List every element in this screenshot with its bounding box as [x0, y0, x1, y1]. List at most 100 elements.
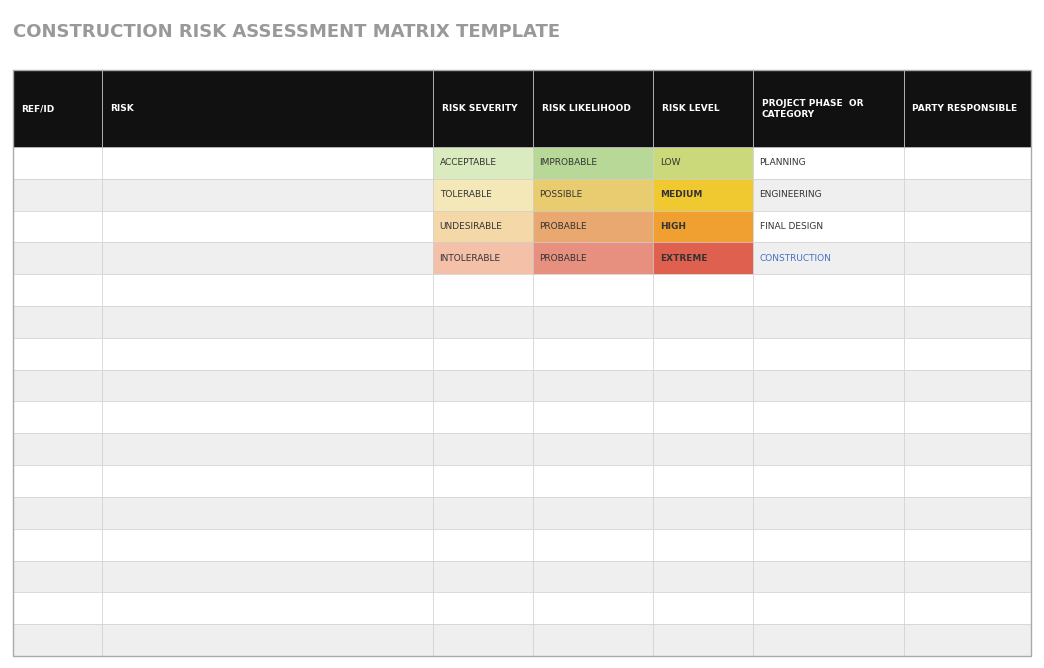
Bar	[533, 369, 654, 401]
Bar	[13, 210, 102, 242]
Bar	[13, 306, 102, 338]
Bar	[904, 465, 1031, 497]
Bar	[433, 624, 533, 656]
Bar	[654, 179, 754, 210]
Bar	[13, 497, 102, 529]
Bar	[433, 338, 533, 369]
Bar	[904, 147, 1031, 179]
Bar	[533, 401, 654, 434]
Bar	[754, 147, 904, 179]
Bar	[754, 401, 904, 434]
Bar	[754, 593, 904, 624]
Bar	[102, 369, 433, 401]
Bar	[533, 497, 654, 529]
Bar	[904, 593, 1031, 624]
Bar	[533, 465, 654, 497]
Bar	[533, 210, 654, 242]
Bar	[754, 434, 904, 465]
Bar	[904, 560, 1031, 593]
Bar	[654, 369, 754, 401]
Bar	[533, 70, 654, 147]
Text: POSSIBLE: POSSIBLE	[540, 190, 583, 199]
Bar	[13, 560, 102, 593]
Bar	[13, 593, 102, 624]
Bar	[654, 147, 754, 179]
Text: EXTREME: EXTREME	[660, 254, 707, 263]
Bar	[754, 529, 904, 560]
Bar	[533, 434, 654, 465]
Text: HIGH: HIGH	[660, 222, 686, 231]
Bar	[102, 401, 433, 434]
Bar	[102, 593, 433, 624]
Text: PARTY RESPONSIBLE: PARTY RESPONSIBLE	[912, 104, 1018, 113]
Bar	[654, 338, 754, 369]
Bar	[102, 242, 433, 274]
Bar	[13, 274, 102, 306]
Bar	[13, 465, 102, 497]
Bar	[904, 401, 1031, 434]
Bar	[904, 210, 1031, 242]
Bar	[754, 242, 904, 274]
Bar	[904, 338, 1031, 369]
Bar	[533, 560, 654, 593]
Bar	[13, 70, 102, 147]
Text: MEDIUM: MEDIUM	[660, 190, 702, 199]
Bar	[654, 624, 754, 656]
Text: INTOLERABLE: INTOLERABLE	[440, 254, 501, 263]
Bar	[533, 274, 654, 306]
Bar	[754, 338, 904, 369]
Text: CONSTRUCTION RISK ASSESSMENT MATRIX TEMPLATE: CONSTRUCTION RISK ASSESSMENT MATRIX TEMP…	[13, 23, 560, 41]
Bar	[13, 624, 102, 656]
Bar	[433, 210, 533, 242]
Bar	[433, 529, 533, 560]
Bar	[754, 70, 904, 147]
Text: LOW: LOW	[660, 158, 681, 168]
Bar	[533, 306, 654, 338]
Text: IMPROBABLE: IMPROBABLE	[540, 158, 597, 168]
Bar	[13, 147, 102, 179]
Bar	[13, 338, 102, 369]
Bar	[754, 210, 904, 242]
Bar	[654, 529, 754, 560]
Text: RISK LIKELIHOOD: RISK LIKELIHOOD	[542, 104, 631, 113]
Bar	[13, 401, 102, 434]
Bar	[654, 465, 754, 497]
Bar	[13, 529, 102, 560]
Bar	[433, 274, 533, 306]
Bar	[754, 179, 904, 210]
Bar	[904, 242, 1031, 274]
Bar	[904, 624, 1031, 656]
Bar	[433, 497, 533, 529]
Bar	[754, 369, 904, 401]
Bar	[13, 70, 1031, 656]
Bar	[102, 274, 433, 306]
Bar	[13, 434, 102, 465]
Bar	[102, 465, 433, 497]
Text: PROJECT PHASE  OR
CATEGORY: PROJECT PHASE OR CATEGORY	[762, 98, 863, 119]
Bar	[904, 306, 1031, 338]
Bar	[754, 624, 904, 656]
Bar	[433, 147, 533, 179]
Bar	[654, 401, 754, 434]
Bar	[754, 306, 904, 338]
Bar	[433, 306, 533, 338]
Bar	[533, 529, 654, 560]
Text: REF/ID: REF/ID	[21, 104, 54, 113]
Bar	[433, 179, 533, 210]
Bar	[102, 306, 433, 338]
Text: PROBABLE: PROBABLE	[540, 222, 587, 231]
Bar	[654, 434, 754, 465]
Bar	[654, 306, 754, 338]
Text: TOLERABLE: TOLERABLE	[440, 190, 492, 199]
Text: CONSTRUCTION: CONSTRUCTION	[760, 254, 831, 263]
Bar	[102, 434, 433, 465]
Bar	[754, 497, 904, 529]
Text: PROBABLE: PROBABLE	[540, 254, 587, 263]
Bar	[433, 70, 533, 147]
Bar	[102, 497, 433, 529]
Bar	[433, 465, 533, 497]
Bar	[654, 70, 754, 147]
Text: ACCEPTABLE: ACCEPTABLE	[440, 158, 497, 168]
Bar	[102, 179, 433, 210]
Bar	[904, 70, 1031, 147]
